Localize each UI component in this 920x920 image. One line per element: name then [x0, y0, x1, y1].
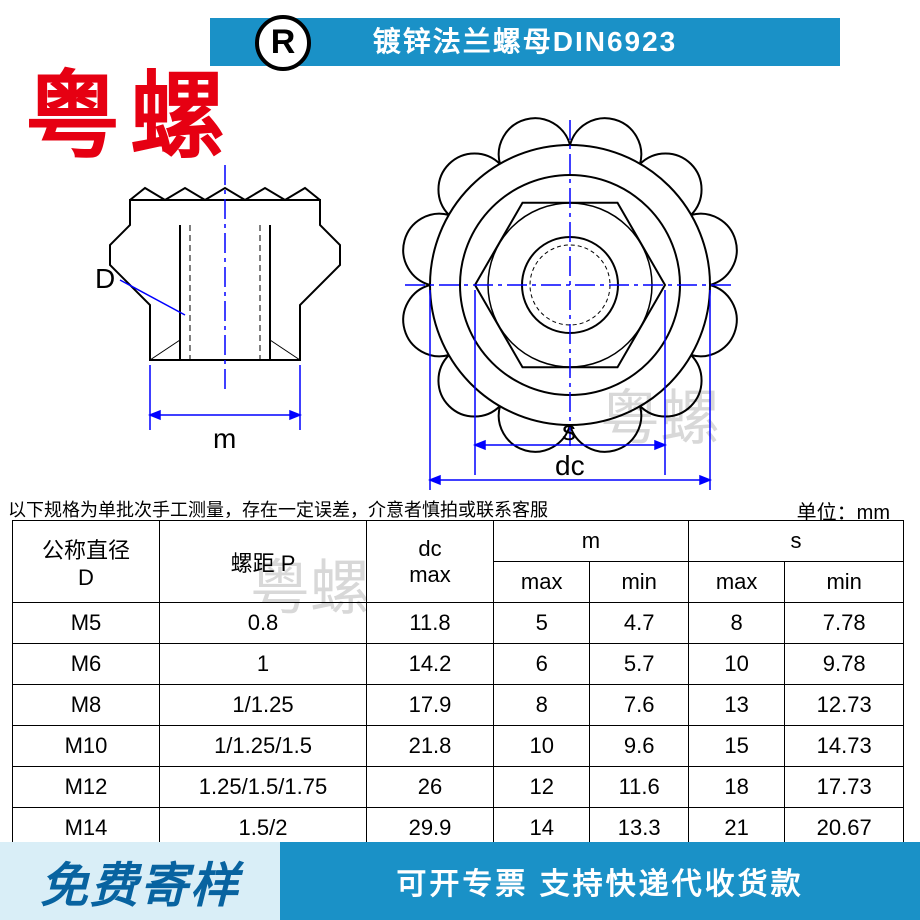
spec-table: 公称直径 D 螺距 P dc max m s max min max min M… [12, 520, 904, 849]
col-D-top: 公称直径 [21, 533, 151, 565]
table-row: M50.811.854.787.78 [13, 603, 904, 644]
footer: 免费寄样 可开专票 支持快递代收货款 [0, 842, 920, 920]
cell-dc: 14.2 [367, 644, 494, 685]
cell-dc: 17.9 [367, 685, 494, 726]
cell-P: 1/1.25 [160, 685, 367, 726]
cell-m_max: 12 [494, 767, 590, 808]
cell-D: M5 [13, 603, 160, 644]
cell-m_max: 8 [494, 685, 590, 726]
cell-s_max: 13 [688, 685, 784, 726]
col-m: m [494, 521, 689, 562]
cell-m_min: 7.6 [590, 685, 689, 726]
cell-s_max: 10 [688, 644, 784, 685]
table-row: M81/1.2517.987.61312.73 [13, 685, 904, 726]
cell-D: M8 [13, 685, 160, 726]
cell-s_max: 18 [688, 767, 784, 808]
cell-s_min: 7.78 [785, 603, 904, 644]
label-s: s [562, 415, 576, 446]
table-row: M101/1.25/1.521.8109.61514.73 [13, 726, 904, 767]
cell-m_max: 5 [494, 603, 590, 644]
cell-m_min: 9.6 [590, 726, 689, 767]
cell-P: 1/1.25/1.5 [160, 726, 367, 767]
col-m-min: min [590, 562, 689, 603]
footer-right: 可开专票 支持快递代收货款 [280, 842, 920, 920]
cell-m_min: 11.6 [590, 767, 689, 808]
cell-s_min: 12.73 [785, 685, 904, 726]
label-D: D [95, 263, 115, 294]
cell-P: 0.8 [160, 603, 367, 644]
col-m-max: max [494, 562, 590, 603]
cell-s_min: 14.73 [785, 726, 904, 767]
col-s: s [688, 521, 903, 562]
label-m: m [213, 423, 236, 454]
cell-m_min: 4.7 [590, 603, 689, 644]
table-row: M121.25/1.5/1.75261211.61817.73 [13, 767, 904, 808]
cell-s_min: 9.78 [785, 644, 904, 685]
cell-s_min: 17.73 [785, 767, 904, 808]
label-dc: dc [555, 450, 585, 481]
col-s-max: max [688, 562, 784, 603]
cell-dc: 21.8 [367, 726, 494, 767]
col-D-bot: D [21, 565, 151, 591]
cell-D: M12 [13, 767, 160, 808]
brand-logo: 粤螺 [25, 40, 235, 177]
cell-m_max: 10 [494, 726, 590, 767]
cell-dc: 11.8 [367, 603, 494, 644]
table-row: M6114.265.7109.78 [13, 644, 904, 685]
cell-P: 1.25/1.5/1.75 [160, 767, 367, 808]
cell-P: 1 [160, 644, 367, 685]
col-dc-top: dc [375, 536, 485, 562]
cell-D: M6 [13, 644, 160, 685]
col-dc-bot: max [375, 562, 485, 588]
cell-s_max: 8 [688, 603, 784, 644]
cell-m_max: 6 [494, 644, 590, 685]
col-P: 螺距 P [160, 521, 367, 603]
measurement-note: 以下规格为单批次手工测量，存在一定误差，介意者慎拍或联系客服 [8, 496, 548, 522]
col-s-min: min [785, 562, 904, 603]
cell-m_min: 5.7 [590, 644, 689, 685]
cell-s_max: 15 [688, 726, 784, 767]
footer-left: 免费寄样 [0, 842, 280, 920]
registered-icon: R [255, 15, 311, 71]
cell-dc: 26 [367, 767, 494, 808]
cell-D: M10 [13, 726, 160, 767]
